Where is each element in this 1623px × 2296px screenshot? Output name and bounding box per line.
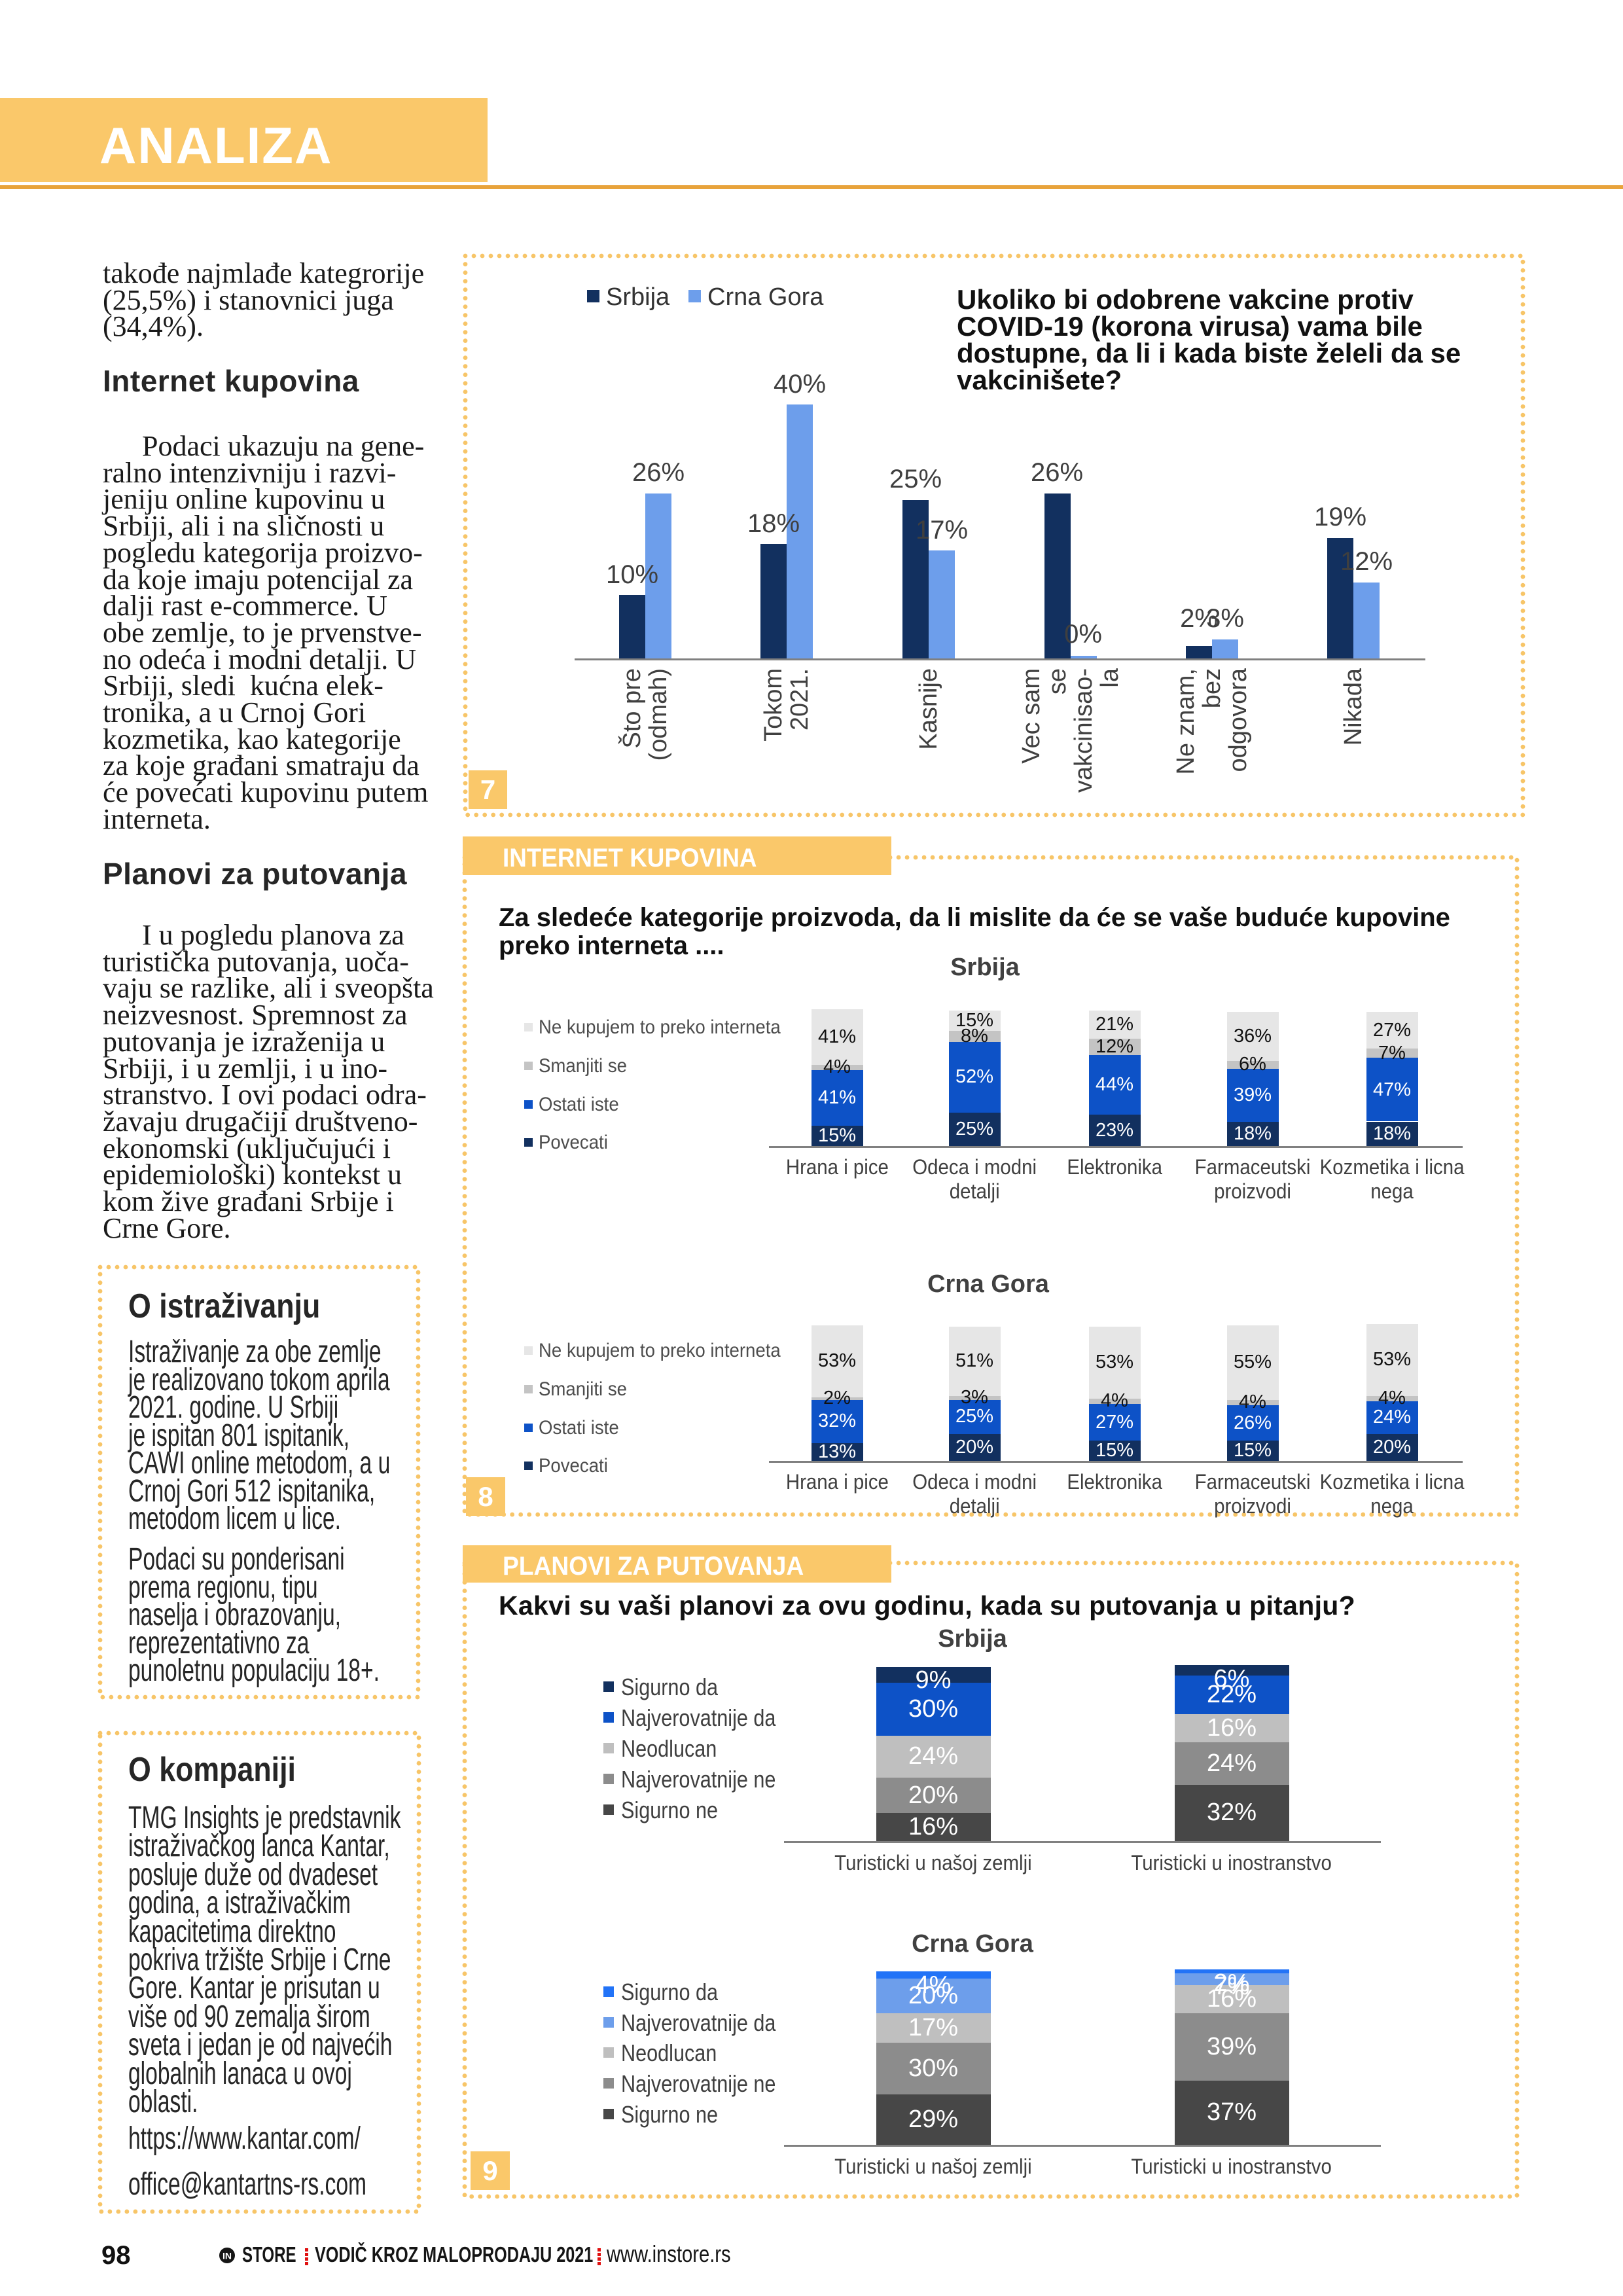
svg-text:IN: IN [223, 2251, 232, 2261]
